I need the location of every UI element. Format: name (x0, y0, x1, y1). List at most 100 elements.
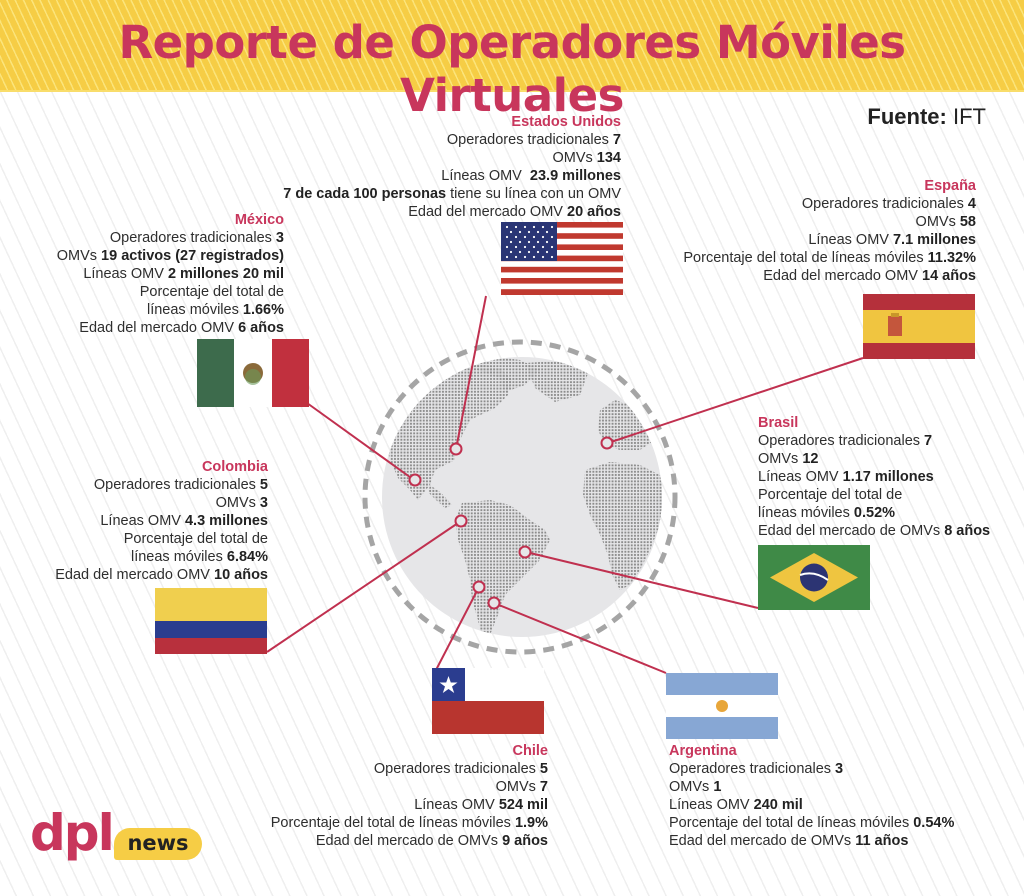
flag-chile (432, 668, 544, 734)
stat-label: Edad del mercado de OMVs (758, 523, 945, 539)
stat-line: Edad del mercado OMV 20 años (283, 203, 621, 221)
country-name: Chile (512, 743, 548, 759)
stat-label: Líneas OMV (808, 232, 893, 248)
marker-argentina (487, 596, 501, 610)
flag-spain (863, 294, 975, 359)
stat-value: 6 años (238, 320, 284, 336)
stat-line: Líneas OMV 7.1 millones (683, 231, 976, 249)
stat-value: 7 (924, 433, 933, 449)
stat-value: 8 años (944, 523, 991, 539)
stat-value: 3 (835, 761, 844, 777)
connector-mexico (306, 402, 415, 481)
stat-line: Operadores tradicionales 7 (758, 432, 990, 450)
stat-label: OMVs (915, 214, 960, 230)
stat-value: 14 años (922, 268, 976, 284)
logo-tag: news (127, 831, 189, 855)
stat-label: Edad del mercado OMV (79, 320, 239, 336)
info-block-colombia: Colombia Operadores tradicionales 5 OMVs… (55, 458, 268, 584)
stat-line: Líneas OMV 524 mil (271, 796, 548, 814)
stat-line: OMVs 134 (283, 149, 621, 167)
stat-line: OMVs 7 (271, 778, 548, 796)
stat-label: Edad del mercado OMV (763, 268, 922, 284)
stat-line: Edad del mercado de OMVs 9 años (271, 832, 548, 850)
stat-line: Porcentaje del total de líneas móviles 1… (683, 249, 976, 267)
stat-label: Líneas OMV (83, 266, 168, 282)
stat-value: 12 (802, 451, 819, 467)
stat-value: 9 años (502, 833, 548, 849)
marker-chile (472, 580, 486, 594)
stat-line: Porcentaje del total de (57, 283, 284, 301)
country-name: España (924, 178, 976, 194)
flag-brazil (758, 545, 870, 610)
source-label-value: IFT (953, 104, 986, 129)
connector-usa (455, 295, 487, 450)
stat-value: 1.17 millones (842, 469, 934, 485)
stat-line: Líneas OMV 23.9 millones (283, 167, 621, 185)
info-block-chile: Chile Operadores tradicionales 5 OMVs 7 … (271, 742, 548, 850)
stat-value: 1.66% (242, 302, 284, 318)
stat-line: Porcentaje del total de líneas móviles 0… (669, 814, 954, 832)
stat-label: Porcentaje del total de (123, 531, 268, 547)
stat-value: 20 años (567, 204, 621, 220)
stat-label: Líneas OMV (414, 797, 499, 813)
stat-value: 6.84% (226, 549, 268, 565)
stat-label: tiene su línea con un OMV (446, 186, 621, 202)
stat-value: 240 mil (753, 797, 803, 813)
stat-value: 7 (539, 779, 548, 795)
stat-line: Operadores tradicionales 5 (55, 476, 268, 494)
stat-label: Líneas OMV (441, 168, 530, 184)
stat-line: Operadores tradicionales 3 (669, 760, 954, 778)
marker-brazil (518, 545, 532, 559)
marker-mexico (408, 473, 422, 487)
connector-spain (607, 357, 864, 444)
stat-value: 7 de cada 100 personas (283, 186, 447, 202)
stat-label: líneas móviles (758, 505, 854, 521)
stat-line: OMVs 12 (758, 450, 990, 468)
logo-tag-pill: news (114, 828, 202, 860)
stat-line: líneas móviles 1.66% (57, 301, 284, 319)
connector-brazil (525, 551, 759, 609)
stat-value: 2 millones 20 mil (167, 266, 284, 282)
page-title: Reporte de Operadores Móviles Virtuales (118, 16, 906, 122)
stat-value: 0.54% (913, 815, 955, 831)
stat-value: 0.52% (853, 505, 896, 521)
stat-line: Porcentaje del total de (55, 530, 268, 548)
stat-value: 5 (259, 477, 268, 493)
logo-brand: dpl (30, 804, 115, 862)
stat-value: 23.9 millones (529, 168, 621, 184)
connector-argentina (493, 602, 667, 674)
stat-label: Edad del mercado OMV (55, 567, 214, 583)
stat-label: Operadores tradicionales (801, 196, 968, 212)
stat-line: líneas móviles 6.84% (55, 548, 268, 566)
stat-value: 3 (259, 495, 268, 511)
stat-value: 7 (612, 132, 621, 148)
stat-line: Líneas OMV 2 millones 20 mil (57, 265, 284, 283)
stat-value: 4 (967, 196, 976, 212)
location-markers (408, 436, 614, 610)
stat-label: Operadores tradicionales (446, 132, 613, 148)
stat-line: Líneas OMV 4.3 millones (55, 512, 268, 530)
stat-line: Operadores tradicionales 3 (57, 229, 284, 247)
country-name: Colombia (201, 459, 268, 475)
stat-label: Líneas OMV (758, 469, 843, 485)
stat-value: 10 años (214, 567, 268, 583)
flag-mexico (197, 339, 309, 407)
stat-line: Operadores tradicionales 4 (683, 195, 976, 213)
globe-dashed-ring (362, 339, 678, 655)
stat-line: OMVs 19 activos (27 registrados) (57, 247, 284, 265)
stat-value: 1 (713, 779, 722, 795)
stat-label: Líneas OMV (669, 797, 754, 813)
stat-line: Edad del mercado de OMVs 11 años (669, 832, 954, 850)
stat-label: Porcentaje del total de (758, 487, 903, 503)
stat-value: 3 (275, 230, 284, 246)
stat-value: 11.32% (927, 250, 976, 266)
stat-label: Operadores tradicionales (669, 761, 836, 777)
connector-colombia (266, 520, 462, 653)
stat-line: OMVs 58 (683, 213, 976, 231)
country-name: México (234, 212, 284, 228)
country-name: Estados Unidos (511, 114, 621, 130)
stat-label: líneas móviles (130, 549, 227, 565)
stat-label: OMVs (56, 248, 102, 264)
info-block-mexico: México Operadores tradicionales 3 OMVs 1… (57, 211, 284, 337)
